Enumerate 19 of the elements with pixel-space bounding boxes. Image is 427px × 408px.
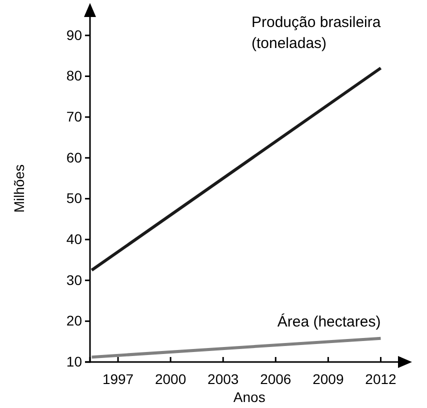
y-tick-label: 40 [66,231,82,248]
y-tick-label: 30 [66,272,82,288]
x-tick-label: 1997 [102,371,134,387]
series-label: Produção brasileira (toneladas) [251,14,382,52]
series-label: Área (hectares) [277,312,381,330]
y-tick-label: 80 [66,68,82,84]
y-tick-label: 70 [66,108,82,125]
y-tick-label: 90 [66,26,82,43]
x-tick-label: 2009 [312,371,344,387]
y-tick-label: 50 [66,190,82,206]
y-tick-label: 10 [66,353,82,370]
x-tick-label: 2003 [208,371,239,387]
y-tick-label: 60 [66,149,82,166]
x-tick-label: 2006 [260,371,292,387]
x-tick-label: 2012 [365,371,397,387]
y-tick-label: 20 [66,312,82,329]
x-axis-title: Anos [233,389,266,405]
y-axis-title: Milhões [11,164,27,213]
x-tick-label: 2000 [154,371,186,387]
